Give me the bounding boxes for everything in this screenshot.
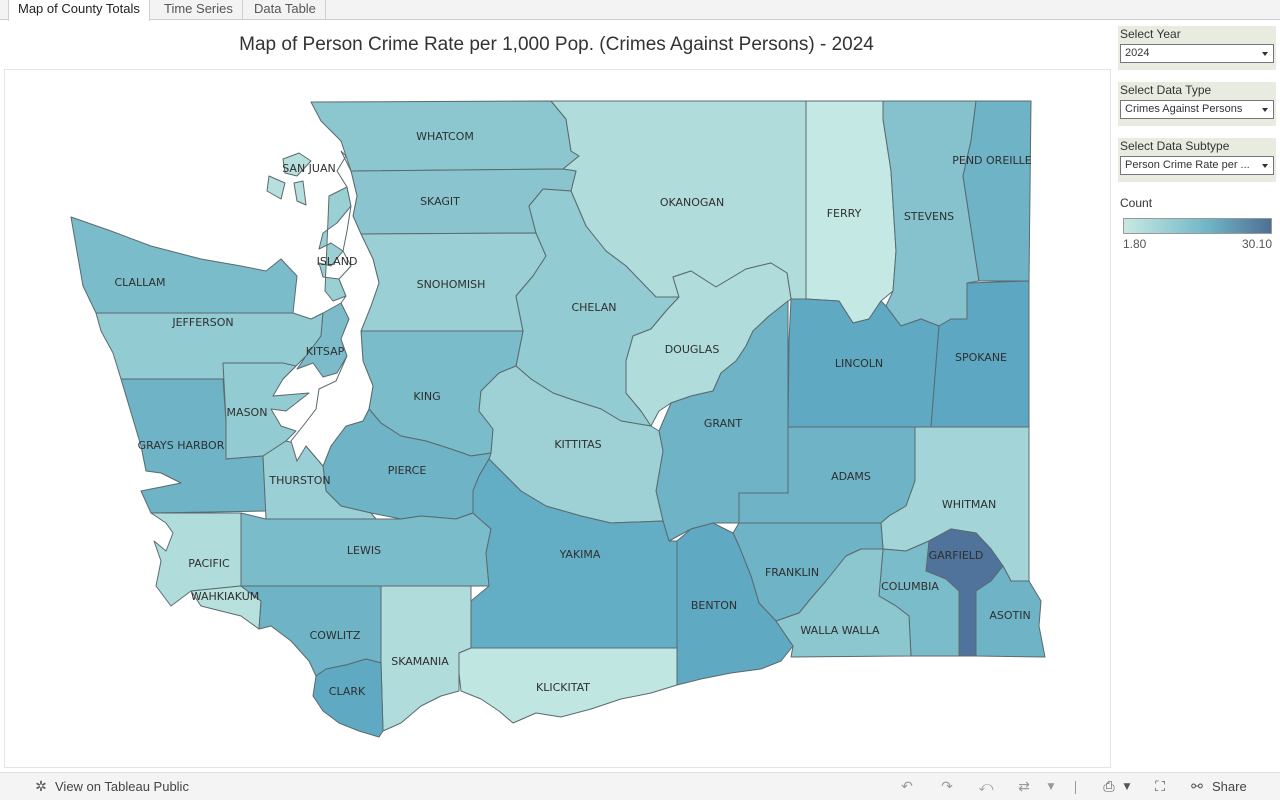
label-asotin: ASOTIN <box>989 609 1030 622</box>
share-button[interactable]: Share <box>1212 779 1247 794</box>
color-legend-bar <box>1123 218 1272 234</box>
county-walla-walla[interactable] <box>775 548 912 658</box>
label-skagit: SKAGIT <box>420 195 460 208</box>
label-benton: BENTON <box>691 599 737 612</box>
label-walla-walla: WALLA WALLA <box>800 624 880 637</box>
year-select-value: 2024 <box>1125 47 1150 59</box>
filter-data-type: Select Data Type Crimes Against Persons <box>1118 82 1276 126</box>
label-adams: ADAMS <box>831 470 871 483</box>
county-klickitat[interactable] <box>458 647 678 724</box>
county-asotin[interactable] <box>975 565 1046 658</box>
data-type-select[interactable]: Crimes Against Persons <box>1120 100 1274 119</box>
label-pacific: PACIFIC <box>188 557 230 570</box>
label-lewis: LEWIS <box>347 544 381 557</box>
county-yakima[interactable] <box>470 458 678 649</box>
label-lincoln: LINCOLN <box>835 357 883 370</box>
label-columbia: COLUMBIA <box>881 580 939 593</box>
label-kitsap: KITSAP <box>306 345 345 358</box>
data-subtype-select-value: Person Crime Rate per ... <box>1125 159 1250 171</box>
filter-data-subtype: Select Data Subtype Person Crime Rate pe… <box>1118 138 1276 182</box>
download-icon[interactable]: ⎙ <box>1103 779 1115 795</box>
label-grant: GRANT <box>704 417 742 430</box>
label-island: ISLAND <box>317 255 358 268</box>
chevron-down-icon <box>1262 108 1268 112</box>
download-menu-chevron-icon[interactable]: ▼ <box>1123 782 1131 792</box>
tab-time-series[interactable]: Time Series <box>155 0 243 20</box>
legend-min: 1.80 <box>1123 237 1147 251</box>
label-thurston: THURSTON <box>268 474 330 487</box>
label-pend-oreille: PEND OREILLE <box>952 154 1032 167</box>
county-clallam[interactable] <box>70 216 298 314</box>
label-king: KING <box>413 390 440 403</box>
county-san-juan-island[interactable] <box>266 175 286 200</box>
label-snohomish: SNOHOMISH <box>417 278 486 291</box>
page-title: Map of Person Crime Rate per 1,000 Pop. … <box>239 34 874 55</box>
legend-max: 30.10 <box>1241 237 1272 251</box>
county-san-juan[interactable] <box>282 152 312 177</box>
label-yakima: YAKIMA <box>559 548 601 561</box>
tab-map-of-county-totals[interactable]: Map of County Totals <box>8 0 150 21</box>
tab-data-table[interactable]: Data Table <box>245 0 326 20</box>
label-whitman: WHITMAN <box>942 498 996 511</box>
label-ferry: FERRY <box>827 207 862 220</box>
label-jefferson: JEFFERSON <box>171 316 233 329</box>
label-franklin: FRANKLIN <box>765 566 819 579</box>
county-pend-oreille[interactable] <box>962 100 1032 282</box>
tableau-logo-icon: ✲ <box>35 779 47 795</box>
filter-year: Select Year 2024 <box>1118 26 1276 70</box>
label-douglas: DOUGLAS <box>665 343 720 356</box>
label-klickitat: KLICKITAT <box>536 681 590 694</box>
label-clallam: CLALLAM <box>114 276 165 289</box>
refresh-menu-chevron-icon[interactable]: ▼ <box>1047 782 1055 792</box>
redo-icon[interactable]: ↷ <box>941 779 953 795</box>
view-on-tableau-public-link[interactable]: View on Tableau Public <box>55 779 189 794</box>
legend-title: Count <box>1120 196 1153 210</box>
label-chelan: CHELAN <box>571 301 616 314</box>
label-stevens: STEVENS <box>904 210 954 223</box>
label-cowlitz: COWLITZ <box>310 629 361 642</box>
bottom-toolbar: ✲ View on Tableau Public ↶ ↷ ⤺ ⇄ ▼ ⎙ ▼ ⛶… <box>0 772 1280 800</box>
undo-icon[interactable]: ↶ <box>901 779 913 795</box>
toolbar-divider <box>1075 781 1076 794</box>
sheet-tabs: Map of County Totals Time Series Data Ta… <box>0 0 1280 21</box>
label-spokane: SPOKANE <box>955 351 1007 364</box>
map-frame: WHATCOM SAN JUAN SKAGIT OKANOGAN FERRY S… <box>4 69 1111 768</box>
label-okanogan: OKANOGAN <box>660 196 724 209</box>
chevron-down-icon <box>1262 164 1268 168</box>
label-garfield: GARFIELD <box>929 549 984 562</box>
label-pierce: PIERCE <box>388 464 427 477</box>
data-subtype-select[interactable]: Person Crime Rate per ... <box>1120 156 1274 175</box>
share-icon[interactable]: ⚯ <box>1191 779 1203 795</box>
county-spokane[interactable] <box>930 280 1030 428</box>
county-san-juan-island-2[interactable] <box>293 180 307 206</box>
label-clark: CLARK <box>329 685 366 698</box>
label-whatcom: WHATCOM <box>416 130 474 143</box>
data-type-select-value: Crimes Against Persons <box>1125 103 1243 115</box>
filter-data-subtype-label: Select Data Subtype <box>1120 139 1230 153</box>
washington-county-map: WHATCOM SAN JUAN SKAGIT OKANOGAN FERRY S… <box>70 100 1046 738</box>
label-san-juan: SAN JUAN <box>282 162 336 175</box>
label-kittitas: KITTITAS <box>554 438 601 451</box>
year-select[interactable]: 2024 <box>1120 44 1274 63</box>
county-pacific[interactable] <box>150 512 242 607</box>
label-wahkiakum: WAHKIAKUM <box>191 590 260 603</box>
filter-year-label: Select Year <box>1120 27 1181 41</box>
refresh-icon[interactable]: ⇄ <box>1018 779 1030 795</box>
label-skamania: SKAMANIA <box>391 655 449 668</box>
label-mason: MASON <box>227 406 268 419</box>
label-grays-harbor: GRAYS HARBOR <box>138 439 225 452</box>
county-clark[interactable] <box>312 658 384 738</box>
puget-sound-water <box>290 150 380 467</box>
fullscreen-icon[interactable]: ⛶ <box>1155 779 1165 795</box>
filter-data-type-label: Select Data Type <box>1120 83 1212 97</box>
revert-icon[interactable]: ⤺ <box>978 779 994 795</box>
county-island[interactable] <box>318 186 352 302</box>
chevron-down-icon <box>1262 52 1268 56</box>
